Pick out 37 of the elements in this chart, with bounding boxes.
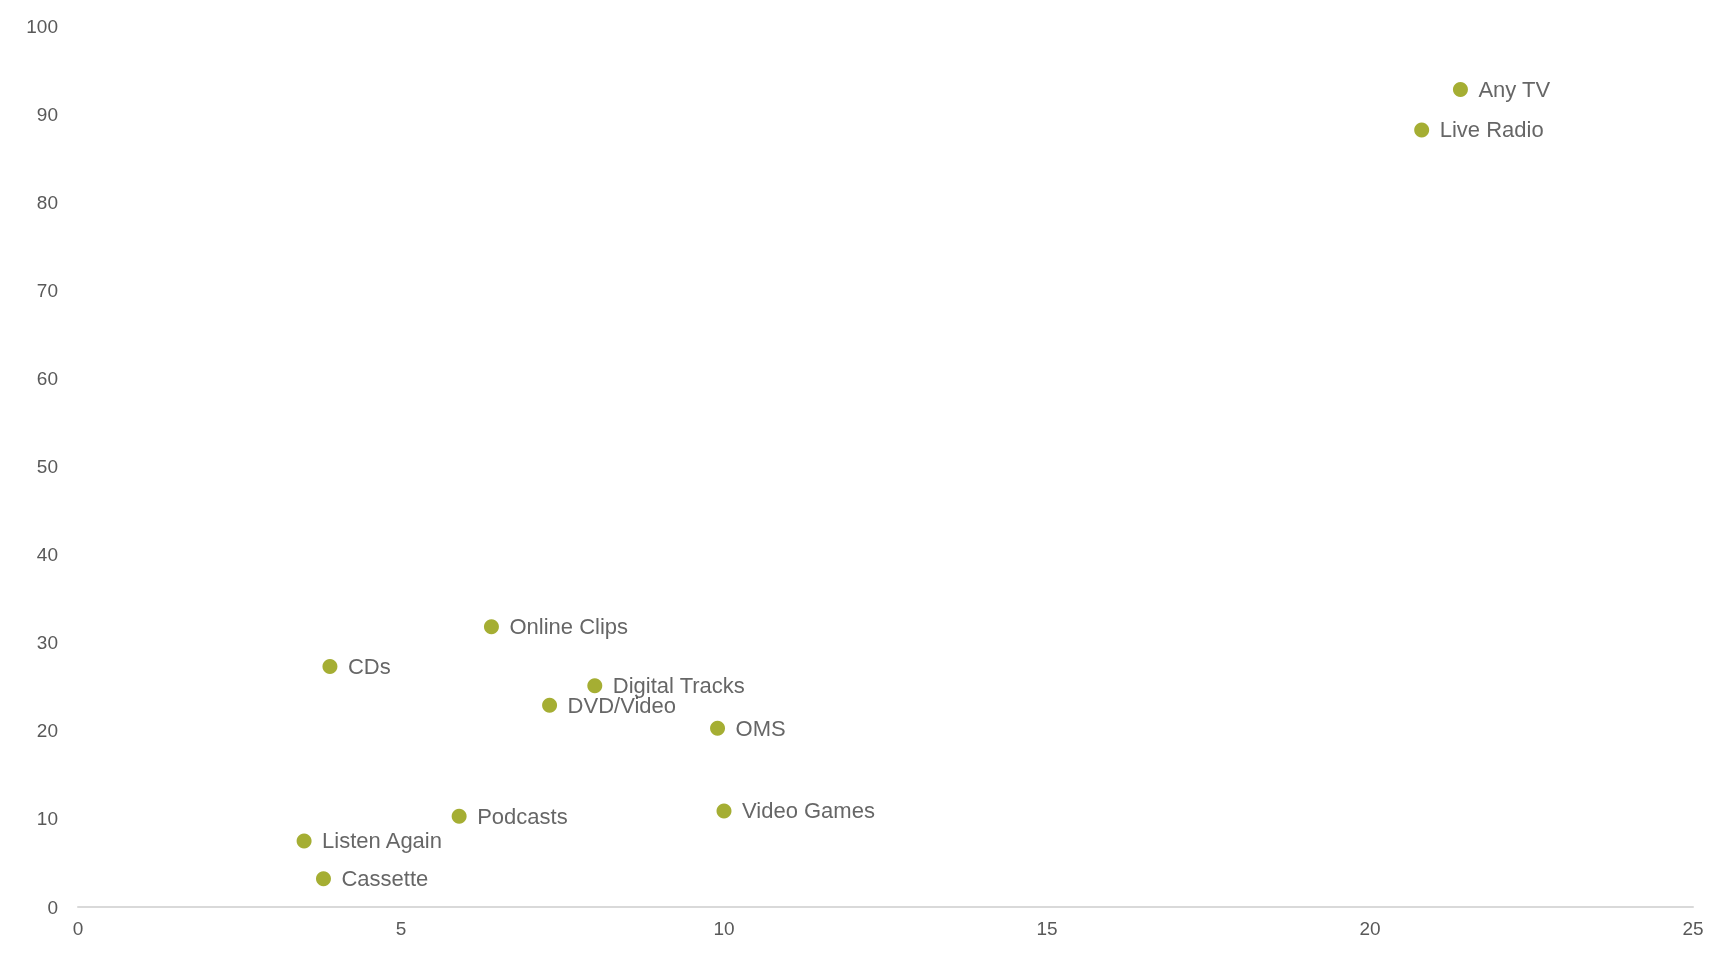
annotation: Listen Again bbox=[322, 828, 442, 854]
annotation: CDs bbox=[347, 653, 391, 679]
annotation: Cassette bbox=[341, 866, 429, 892]
point bbox=[710, 720, 726, 736]
annotation: OMS bbox=[735, 715, 786, 741]
point bbox=[316, 871, 331, 887]
point bbox=[483, 619, 499, 635]
y-tick-label: 70 bbox=[36, 279, 58, 301]
point bbox=[716, 803, 732, 819]
y-tick-label: 60 bbox=[36, 367, 58, 389]
y-tick-label: 100 bbox=[26, 15, 58, 37]
point bbox=[1452, 81, 1468, 97]
x-tick-label: 10 bbox=[713, 918, 735, 939]
point bbox=[296, 833, 312, 849]
x-tick-label: 15 bbox=[1036, 918, 1058, 939]
y-tick-label: 80 bbox=[36, 191, 58, 213]
x-tick-label: 5 bbox=[395, 918, 407, 939]
y-tick-label: 30 bbox=[36, 632, 58, 654]
y-tick-label: 50 bbox=[36, 456, 58, 477]
y-tick-label: 40 bbox=[36, 544, 58, 566]
point bbox=[322, 658, 338, 674]
point bbox=[1414, 122, 1430, 138]
annotation: Any TV bbox=[1478, 76, 1551, 102]
x-tick-label: 20 bbox=[1359, 918, 1381, 939]
annotation: Video Games bbox=[742, 798, 875, 824]
point bbox=[451, 808, 467, 824]
y-tick-label: 90 bbox=[36, 103, 58, 125]
y-tick-label: 10 bbox=[36, 808, 58, 830]
x-tick-label: 25 bbox=[1682, 918, 1704, 939]
point bbox=[587, 678, 603, 694]
annotation: Podcasts bbox=[477, 803, 568, 829]
point bbox=[542, 697, 558, 713]
y-tick-label: 20 bbox=[36, 720, 58, 742]
annotation: Live Radio bbox=[1439, 117, 1544, 143]
annotation: Online Clips bbox=[509, 614, 629, 640]
y-tick-label: 0 bbox=[47, 896, 58, 918]
x-tick-label: 0 bbox=[72, 918, 84, 939]
